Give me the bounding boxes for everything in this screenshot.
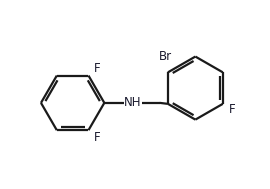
Text: F: F bbox=[93, 131, 100, 144]
Text: F: F bbox=[229, 103, 235, 116]
Text: F: F bbox=[93, 62, 100, 75]
Text: Br: Br bbox=[158, 50, 171, 64]
Text: NH: NH bbox=[124, 96, 142, 109]
